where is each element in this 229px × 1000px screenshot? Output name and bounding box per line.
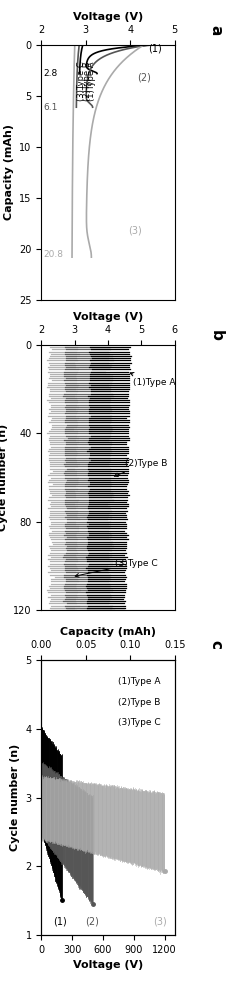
Y-axis label: Cycle number (n): Cycle number (n) xyxy=(10,744,20,851)
X-axis label: Capacity (mAh): Capacity (mAh) xyxy=(60,627,155,637)
Text: (1): (1) xyxy=(53,917,67,927)
Text: (3): (3) xyxy=(127,226,141,236)
Text: (1): (1) xyxy=(147,43,161,53)
X-axis label: Voltage (V): Voltage (V) xyxy=(73,312,143,322)
Text: (1)Type A: (1)Type A xyxy=(118,677,160,686)
Text: (1)Type A: (1)Type A xyxy=(129,373,175,387)
Text: (3)Type C: (3)Type C xyxy=(118,718,160,727)
Y-axis label: Capacity (mAh): Capacity (mAh) xyxy=(4,124,14,221)
Text: (2)Type B: (2)Type B xyxy=(118,698,160,707)
Text: (2): (2) xyxy=(136,73,150,83)
Text: (3)Type C: (3)Type C xyxy=(75,559,157,577)
Y-axis label: Cycle number (n): Cycle number (n) xyxy=(0,424,8,531)
Text: b: b xyxy=(208,330,223,341)
X-axis label: Voltage (V): Voltage (V) xyxy=(73,960,143,970)
Text: 2.8: 2.8 xyxy=(44,69,58,78)
Text: (1)Type A: (1)Type A xyxy=(87,62,96,101)
Text: (3): (3) xyxy=(153,917,166,927)
Text: 6.1: 6.1 xyxy=(44,103,58,112)
X-axis label: Voltage (V): Voltage (V) xyxy=(73,12,143,22)
Text: (2)Type B: (2)Type B xyxy=(82,61,91,101)
Text: c: c xyxy=(208,640,223,649)
Text: (2): (2) xyxy=(85,917,99,927)
Text: a: a xyxy=(208,25,223,35)
Text: (2)Type B: (2)Type B xyxy=(114,459,166,476)
Text: (3)Type C: (3)Type C xyxy=(77,61,86,101)
Text: 20.8: 20.8 xyxy=(44,250,63,259)
